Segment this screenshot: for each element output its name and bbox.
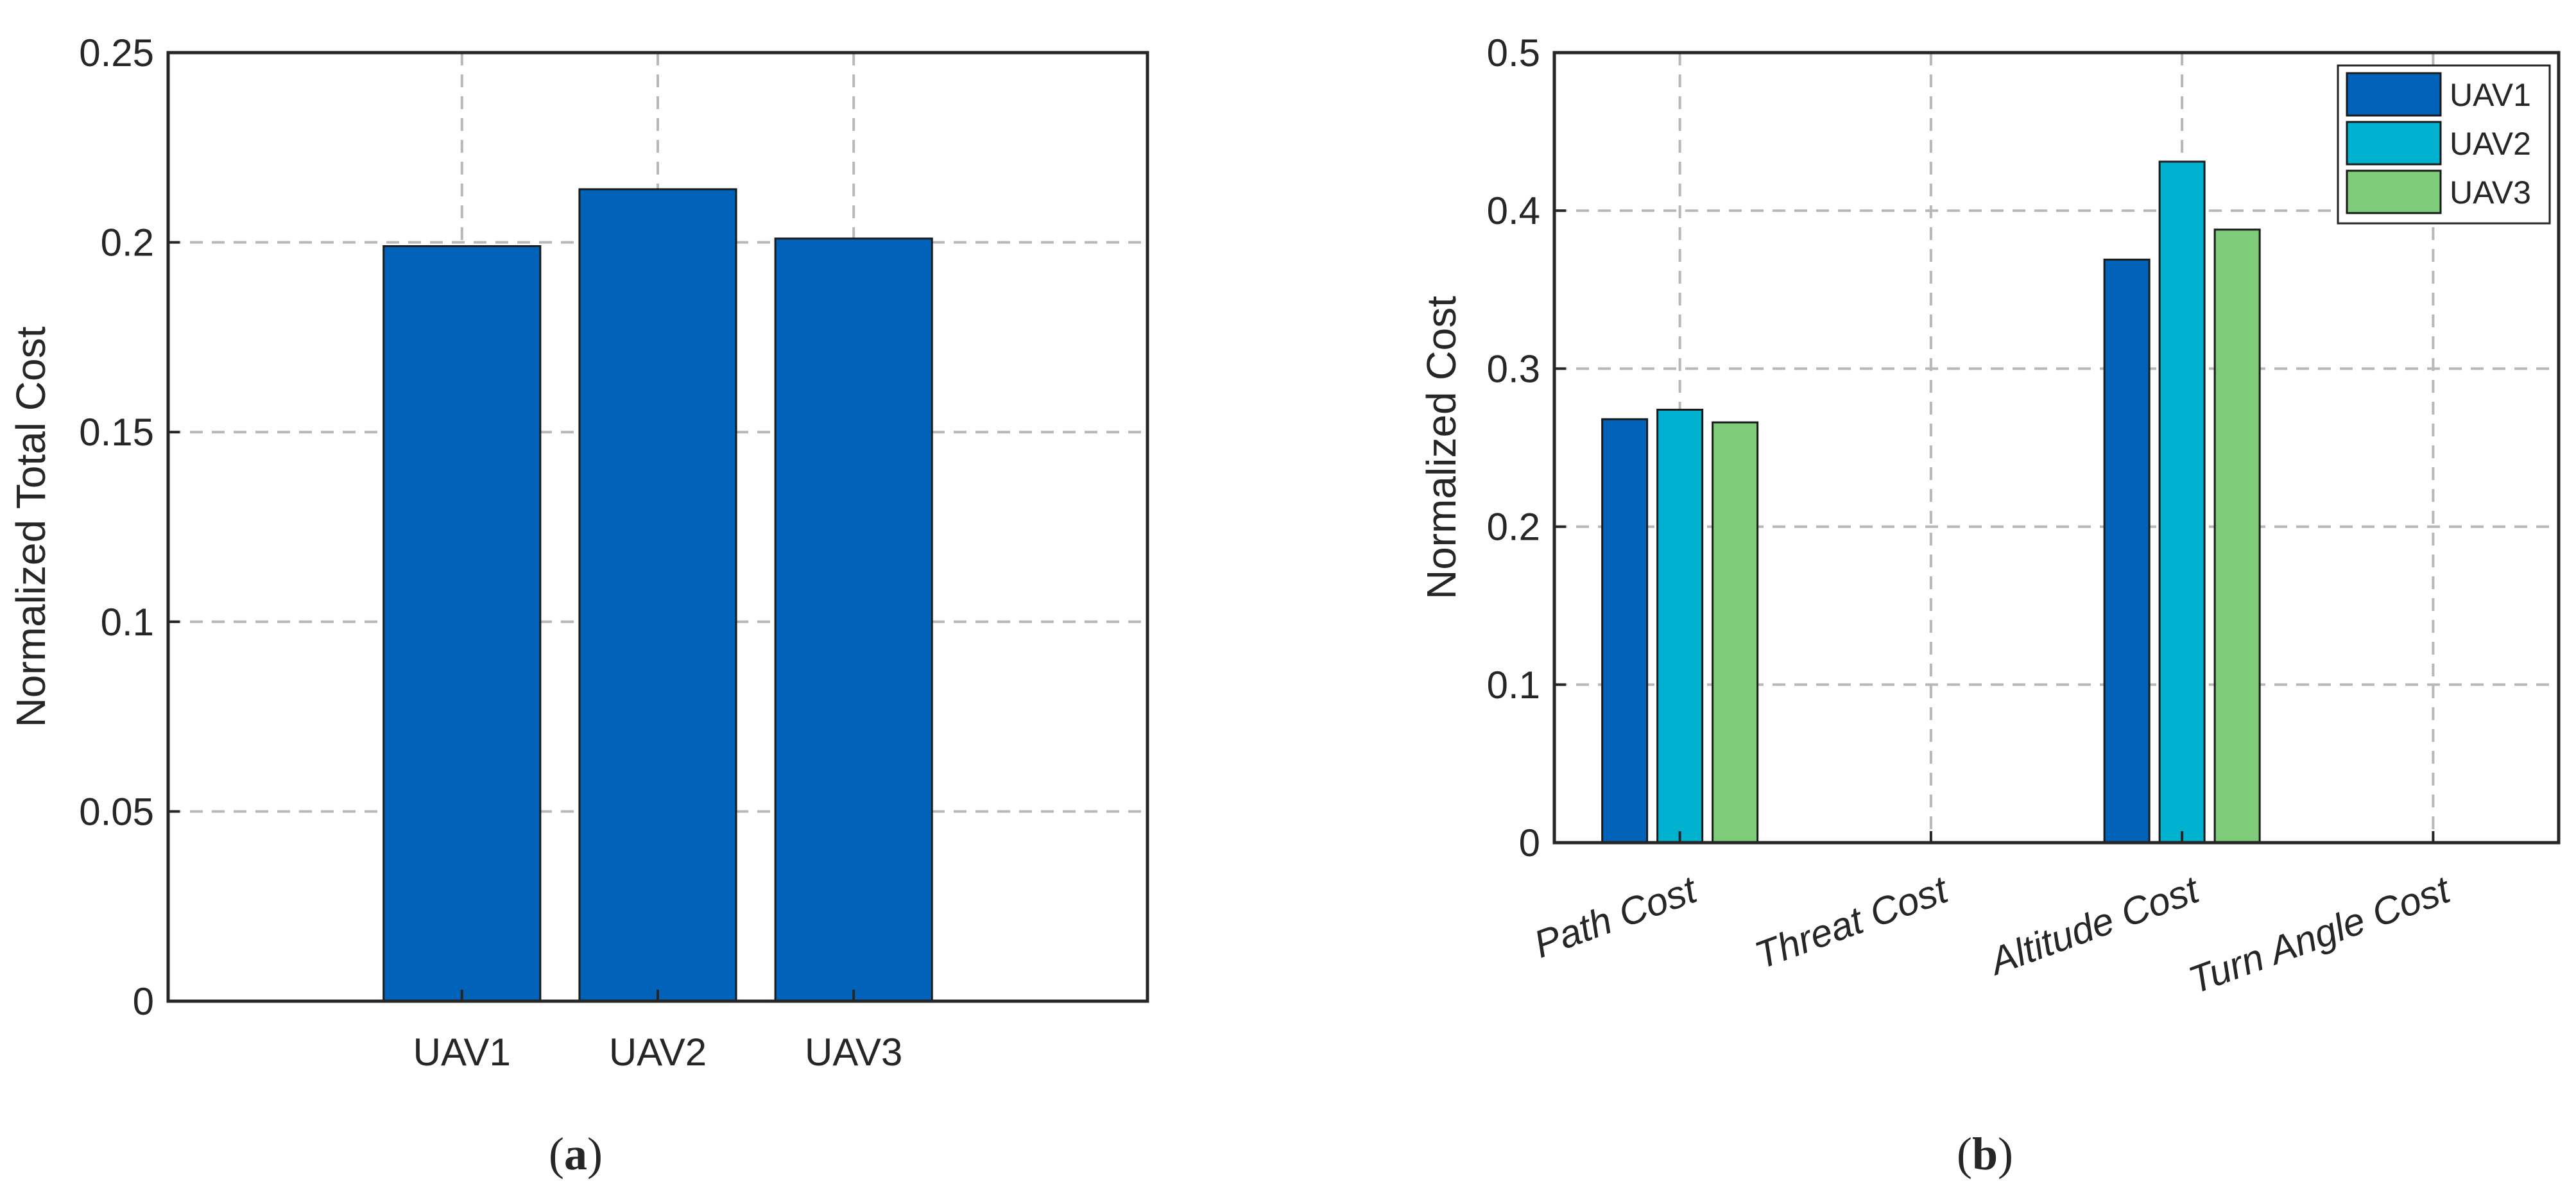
- chart-a-bars: [382, 188, 933, 1002]
- chart-b-bar-uav3-altitude-cost: [2213, 228, 2261, 844]
- chart-a-y-tick-labels: 0 0.05 0.1 0.15 0.2 0.25: [79, 31, 180, 1023]
- chart-b-legend-swatch-uav2: [2346, 121, 2442, 166]
- chart-b-legend-label-uav3: UAV3: [2450, 175, 2531, 211]
- chart-b-legend: UAV1 UAV2 UAV3: [2337, 64, 2551, 225]
- chart-a-x-tick-labels: UAV1 UAV2 UAV3: [413, 990, 902, 1074]
- chart-b-x-tick-label: Turn Angle Cost: [2183, 867, 2457, 1002]
- chart-b-y-tick-label: 0: [1519, 821, 1540, 864]
- chart-a-y-tick-label: 0.1: [101, 601, 154, 644]
- chart-b-legend-swatch-uav3: [2346, 169, 2442, 214]
- chart-b-bar-uav1-path-cost: [1601, 418, 1649, 844]
- chart-a-x-tick-label: UAV3: [805, 1031, 902, 1074]
- chart-a-bar-uav3: [774, 237, 933, 1002]
- chart-a-y-tick-label: 0.25: [79, 31, 154, 74]
- chart-a-y-tick-label: 0.2: [101, 221, 154, 264]
- chart-b-axes-frame: [1552, 51, 2561, 845]
- panel-a-label: (a): [549, 1128, 603, 1180]
- chart-a-y-tick-label: 0.05: [79, 790, 154, 833]
- chart-b-legend-label-uav1: UAV1: [2450, 77, 2531, 113]
- chart-b-legend-swatch-uav1: [2346, 72, 2442, 117]
- chart-a-total-cost: 0 0.05 0.1 0.15 0.2 0.25 UAV1 UAV2 UAV3 Normali…: [8, 31, 1149, 1074]
- chart-b-bar-uav1-altitude-cost: [2103, 259, 2151, 844]
- chart-b-y-tick-label: 0.4: [1487, 189, 1540, 232]
- chart-b-y-tick-label: 0.3: [1487, 347, 1540, 390]
- chart-b-x-tick-label: Path Cost: [1529, 867, 1704, 966]
- chart-b-bar-uav2-altitude-cost: [2158, 160, 2206, 844]
- chart-b-bars: [1601, 160, 2261, 844]
- chart-b-bar-uav2-path-cost: [1656, 408, 1704, 844]
- chart-b-x-tick-label: Altitude Cost: [1982, 867, 2206, 983]
- panel-b-letter: b: [1972, 1128, 1998, 1180]
- chart-a-bar-uav1: [382, 245, 542, 1002]
- panel-b-label: (b): [1957, 1128, 2013, 1180]
- chart-b-y-tick-label: 0.2: [1487, 506, 1540, 549]
- chart-b-cost-breakdown: 0 0.1 0.2 0.3 0.4 0.5 Path Cost Threat Cost Alt…: [1418, 31, 2561, 1002]
- chart-b-y-tick-label: 0.5: [1487, 31, 1540, 74]
- panel-a-letter: a: [564, 1128, 587, 1180]
- chart-b-y-tick-label: 0.1: [1487, 664, 1540, 707]
- chart-b-bar-uav3-path-cost: [1712, 421, 1759, 844]
- chart-b-y-axis-label: Normalized Cost: [1418, 296, 1464, 599]
- chart-a-bar-uav2: [578, 188, 737, 1002]
- chart-b-y-tick-labels: 0 0.1 0.2 0.3 0.4 0.5: [1487, 31, 1566, 864]
- chart-a-y-axis-label: Normalized Total Cost: [8, 326, 54, 727]
- chart-a-x-tick-label: UAV1: [413, 1031, 511, 1074]
- chart-a-y-tick-label: 0.15: [79, 411, 154, 454]
- chart-b-x-tick-label: Threat Cost: [1749, 867, 1955, 977]
- chart-a-x-tick-label: UAV2: [609, 1031, 707, 1074]
- chart-b-legend-label-uav2: UAV2: [2450, 126, 2531, 162]
- chart-a-y-tick-label: 0: [133, 980, 154, 1023]
